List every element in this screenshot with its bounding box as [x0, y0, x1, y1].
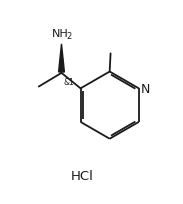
Text: 2: 2: [67, 32, 72, 41]
Text: HCl: HCl: [71, 169, 94, 182]
Polygon shape: [59, 45, 64, 73]
Text: N: N: [141, 82, 150, 95]
Text: &1: &1: [64, 78, 74, 87]
Text: NH: NH: [52, 29, 69, 39]
